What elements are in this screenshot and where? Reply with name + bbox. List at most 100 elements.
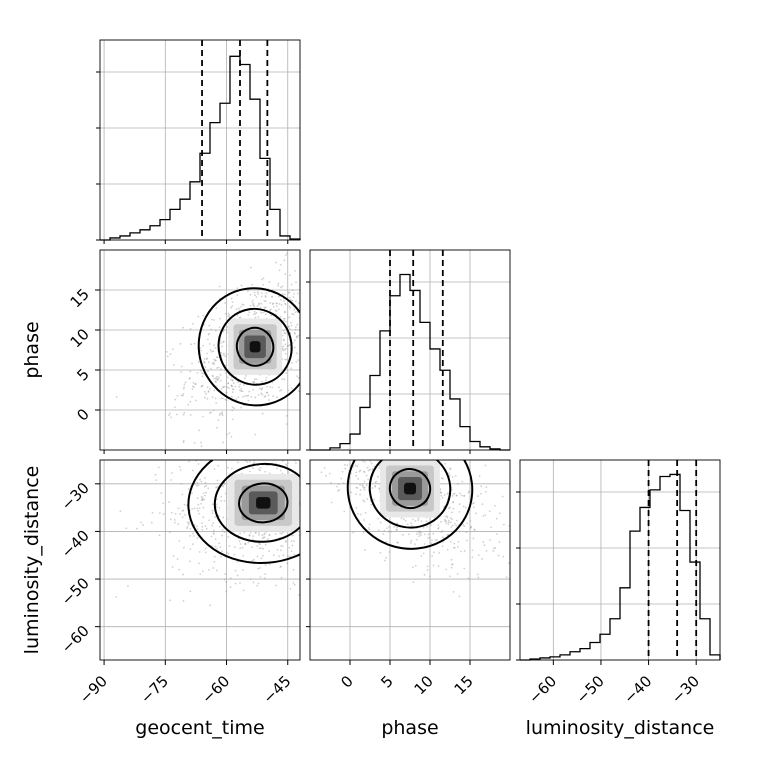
sample-point: [407, 458, 409, 460]
sample-point: [171, 348, 174, 351]
sample-point: [293, 453, 295, 455]
sample-point: [473, 528, 476, 531]
sample-point: [323, 510, 325, 512]
sample-point: [355, 506, 358, 509]
sample-point: [204, 551, 207, 554]
sample-point: [252, 535, 255, 538]
sample-point: [233, 553, 236, 556]
sample-point: [192, 532, 194, 535]
sample-point: [203, 498, 206, 501]
sample-point: [204, 366, 207, 368]
x-tick-label: 0: [337, 672, 356, 691]
sample-point: [188, 522, 190, 525]
sample-point: [191, 385, 194, 388]
sample-point: [326, 311, 328, 313]
sample-point: [295, 281, 297, 284]
sample-point: [196, 507, 199, 510]
sample-point: [337, 483, 340, 485]
sample-point: [352, 435, 354, 437]
sample-point: [328, 435, 330, 437]
sample-point: [177, 507, 180, 510]
sample-point: [212, 361, 215, 364]
sample-point: [363, 417, 365, 419]
sample-point: [376, 478, 378, 480]
sample-point: [462, 523, 465, 526]
sample-point: [335, 543, 337, 545]
sample-point: [182, 600, 185, 602]
sample-point: [187, 403, 190, 406]
sample-point: [456, 519, 458, 522]
sample-point: [337, 471, 339, 473]
sample-point: [418, 530, 420, 533]
sample-point: [327, 549, 329, 551]
sample-point: [186, 527, 188, 530]
sample-point: [290, 550, 293, 553]
sample-point: [441, 452, 443, 454]
sample-point: [210, 328, 213, 331]
sample-point: [176, 558, 179, 561]
sample-point: [307, 494, 309, 496]
sample-point: [422, 552, 425, 555]
sample-point: [330, 456, 332, 458]
sample-point: [363, 486, 366, 489]
sample-point: [229, 586, 232, 588]
sample-point: [326, 501, 328, 503]
x-tick-label: −60: [525, 672, 560, 707]
sample-point: [184, 381, 187, 384]
sample-point: [240, 284, 243, 287]
sample-point: [214, 359, 217, 362]
sample-point: [228, 314, 231, 316]
sample-point: [414, 431, 416, 433]
sample-point: [327, 437, 329, 439]
sample-point: [240, 305, 242, 308]
sample-point: [296, 335, 299, 338]
sample-point: [441, 536, 444, 539]
sample-point: [188, 377, 191, 380]
sample-point: [469, 526, 472, 529]
sample-point: [181, 493, 184, 496]
sample-point: [378, 464, 381, 467]
sample-point: [447, 492, 450, 495]
sample-point: [432, 445, 434, 447]
sample-point: [178, 568, 181, 571]
x-tick-label: −75: [137, 672, 172, 707]
sample-point: [207, 333, 210, 336]
sample-point: [283, 293, 286, 296]
sample-point: [359, 469, 362, 472]
sample-point: [371, 468, 374, 470]
sample-point: [205, 451, 207, 453]
sample-point: [198, 507, 201, 510]
sample-point: [213, 468, 216, 470]
scatter-geocent_time-luminosity_distance: [115, 433, 378, 607]
sample-point: [288, 316, 291, 319]
sample-point: [305, 562, 307, 564]
sample-point: [167, 501, 170, 504]
sample-point: [197, 509, 199, 512]
sample-point: [408, 533, 410, 536]
sample-point: [260, 547, 262, 549]
sample-point: [431, 539, 433, 542]
sample-point: [399, 429, 401, 431]
sample-point: [194, 399, 197, 402]
sample-point: [173, 519, 176, 521]
sample-point: [283, 259, 286, 262]
sample-point: [305, 331, 307, 333]
sample-point: [342, 482, 345, 485]
sample-point: [241, 433, 243, 435]
sample-point: [305, 497, 307, 499]
sample-point: [283, 300, 285, 302]
sample-point: [215, 307, 218, 310]
sample-point: [357, 595, 359, 597]
sample-point: [316, 384, 318, 386]
sample-point: [240, 441, 242, 443]
sample-point: [255, 378, 258, 381]
sample-point: [363, 454, 365, 456]
sample-point: [313, 354, 315, 356]
sample-point: [271, 295, 273, 298]
sample-point: [276, 396, 278, 399]
sample-point: [247, 314, 250, 316]
sample-point: [355, 486, 358, 489]
sample-point: [279, 263, 282, 266]
sample-point: [239, 454, 241, 456]
sample-point: [390, 452, 392, 454]
